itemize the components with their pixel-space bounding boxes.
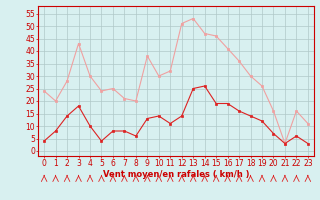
X-axis label: Vent moyen/en rafales ( km/h ): Vent moyen/en rafales ( km/h ): [103, 170, 249, 179]
